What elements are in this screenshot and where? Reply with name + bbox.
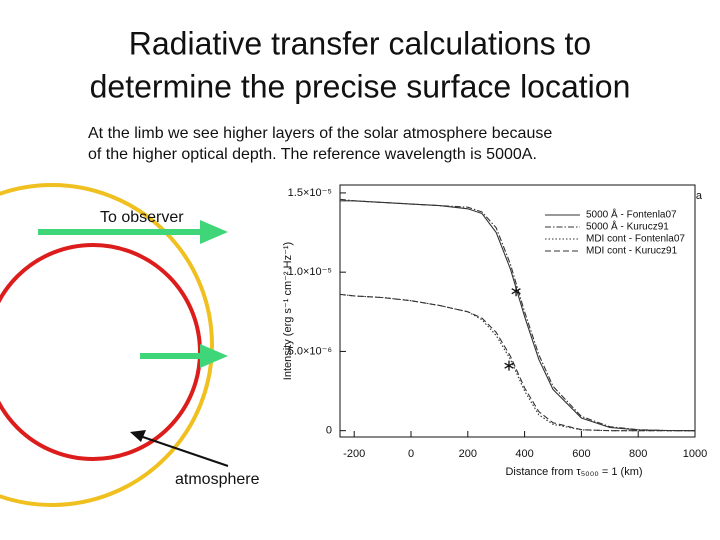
x-tick-label: 600 xyxy=(572,448,590,460)
y-tick-label: 1.5×10⁻⁵ xyxy=(288,187,332,199)
body-text-line: of the higher optical depth. The referen… xyxy=(88,146,537,163)
x-tick-label: 0 xyxy=(408,448,414,460)
star-marker xyxy=(504,360,514,371)
series-line xyxy=(339,293,695,432)
arrow-head xyxy=(130,430,146,442)
pointer-arrow xyxy=(139,435,229,467)
y-tick-label: 1.0×10⁻⁵ xyxy=(288,266,332,278)
y-tick-label: 5.0×10⁻⁶ xyxy=(288,345,332,357)
series-line xyxy=(339,198,696,432)
x-axis-label: Distance from τ₅₀₀₀ = 1 (km) xyxy=(505,466,642,478)
arrow-head xyxy=(200,220,228,244)
surface-circle xyxy=(0,243,202,461)
body-text-line: At the limb we see higher layers of the … xyxy=(88,125,552,142)
slide-title-line: determine the precise surface location xyxy=(90,68,631,104)
x-tick-label: 1000 xyxy=(683,448,707,460)
panel-label: a xyxy=(696,190,703,202)
x-tick-label: 400 xyxy=(515,448,533,460)
legend-label: 5000 Å - Kurucz91 xyxy=(586,220,669,233)
slide-title-line: Radiative transfer calculations to xyxy=(129,25,591,61)
legend-label: MDI cont - Kurucz91 xyxy=(586,246,678,257)
legend-label: MDI cont - Fontenla07 xyxy=(586,234,685,245)
diagram-label: atmosphere xyxy=(175,471,260,488)
x-tick-label: 800 xyxy=(629,448,647,460)
legend-label: 5000 Å - Fontenla07 xyxy=(586,208,677,221)
diagram-label: To observer xyxy=(100,209,184,226)
y-tick-label: 0 xyxy=(326,425,332,437)
series-line xyxy=(339,293,695,432)
atmosphere-circle xyxy=(0,183,214,507)
arrow-head xyxy=(200,344,228,368)
star-marker xyxy=(511,286,521,297)
plot-frame xyxy=(339,184,696,438)
x-tick-label: -200 xyxy=(343,448,365,460)
y-axis-label: Intensity (erg s⁻¹ cm⁻² Hz⁻¹) xyxy=(282,242,294,380)
x-tick-label: 200 xyxy=(459,448,477,460)
